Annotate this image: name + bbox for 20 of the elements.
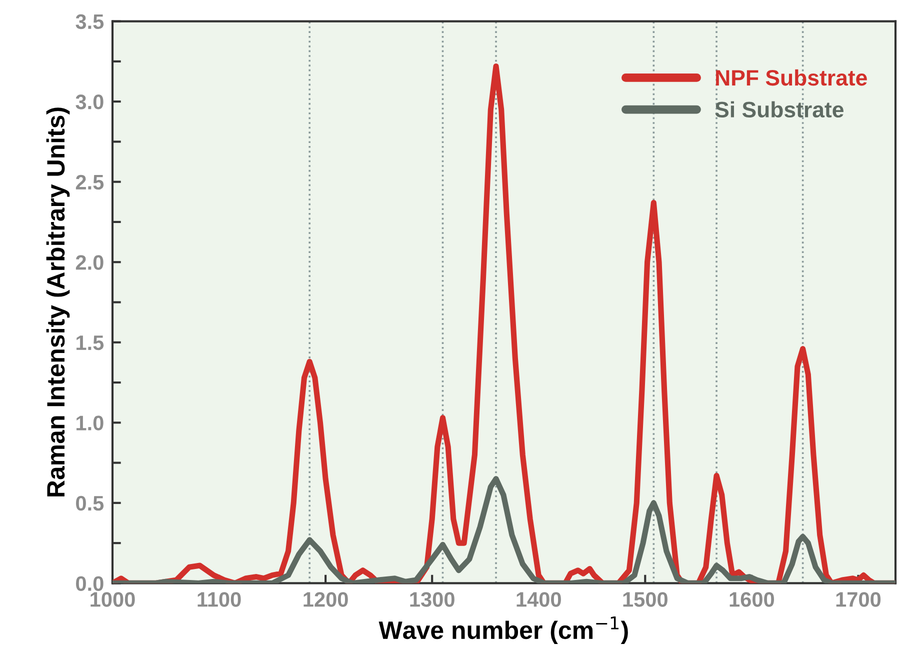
y-tick-label: 0.0	[76, 576, 104, 591]
x-tick-label: 1500	[623, 592, 668, 607]
y-tick-label: 2.0	[76, 255, 104, 270]
x-tick-label: 1000	[90, 592, 135, 607]
y-tick-label: 1.5	[76, 336, 104, 350]
x-tick-label: 1200	[304, 592, 348, 607]
y-tick-label: 1.0	[76, 416, 104, 430]
legend-label: Si Substrate	[715, 101, 844, 118]
y-tick-label: 3.0	[76, 94, 104, 110]
y-tick-label: 0.5	[76, 496, 104, 511]
legend-label: NPF Substrate	[716, 69, 867, 86]
y-axis-title: Raman Intensity (Arbitrary Units)	[46, 108, 70, 496]
x-tick-label: 1100	[198, 592, 241, 607]
x-tick-label: 1600	[730, 592, 774, 607]
x-tick-label: 1400	[516, 592, 561, 607]
x-tick-label: 1300	[410, 592, 454, 607]
y-tick-label: 2.5	[76, 174, 104, 190]
x-tick-label: 1700	[836, 592, 881, 607]
y-tick-label: 3.5	[76, 14, 104, 30]
x-axis-title: Wave number (cm$^{−1}$)	[378, 616, 628, 644]
